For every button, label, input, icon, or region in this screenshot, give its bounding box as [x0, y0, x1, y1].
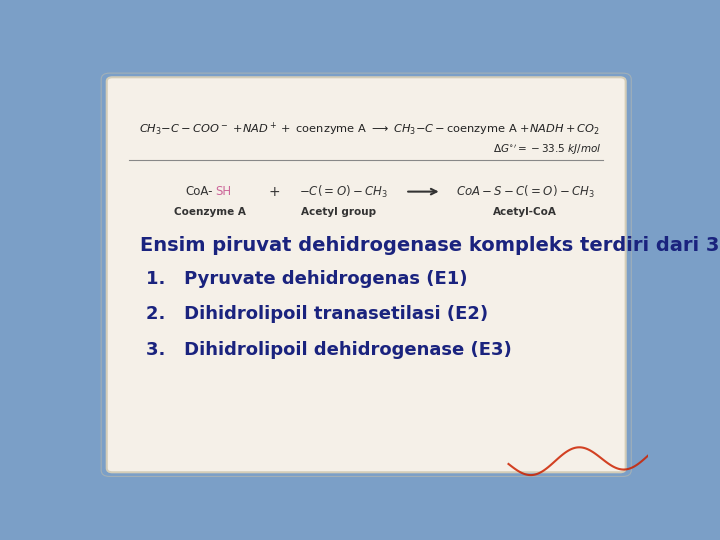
Text: Coenzyme A: Coenzyme A: [174, 207, 246, 218]
Text: Acetyl-CoA: Acetyl-CoA: [493, 207, 557, 218]
Text: Acetyl group: Acetyl group: [301, 207, 376, 218]
Text: 3.   Dihidrolipoil dehidrogenase (E3): 3. Dihidrolipoil dehidrogenase (E3): [145, 341, 511, 359]
FancyBboxPatch shape: [107, 77, 626, 472]
Text: +: +: [269, 185, 280, 199]
Text: 2.   Dihidrolipoil tranasetilasi (E2): 2. Dihidrolipoil tranasetilasi (E2): [145, 305, 488, 323]
Text: CoA-: CoA-: [185, 185, 213, 198]
Text: Ensim piruvat dehidrogenase kompleks terdiri dari 3 ensim yi: Ensim piruvat dehidrogenase kompleks ter…: [140, 236, 720, 255]
Text: $\Delta G^{\circ\prime} = -33.5\ kJ/mol$: $\Delta G^{\circ\prime} = -33.5\ kJ/mol$: [493, 143, 602, 157]
Text: $-C(=O)-CH_3$: $-C(=O)-CH_3$: [300, 184, 388, 200]
Text: $CoA-S-C(=O)-CH_3$: $CoA-S-C(=O)-CH_3$: [456, 184, 595, 200]
Text: SH: SH: [215, 185, 232, 198]
Text: 1.   Pyruvate dehidrogenas (E1): 1. Pyruvate dehidrogenas (E1): [145, 270, 467, 288]
Text: $CH_3$$-C-COO^-$ $+ NAD^+ +$ coenzyme A $\longrightarrow$ $CH_3$$-C-$coenzyme A : $CH_3$$-C-COO^-$ $+ NAD^+ +$ coenzyme A …: [138, 120, 600, 138]
